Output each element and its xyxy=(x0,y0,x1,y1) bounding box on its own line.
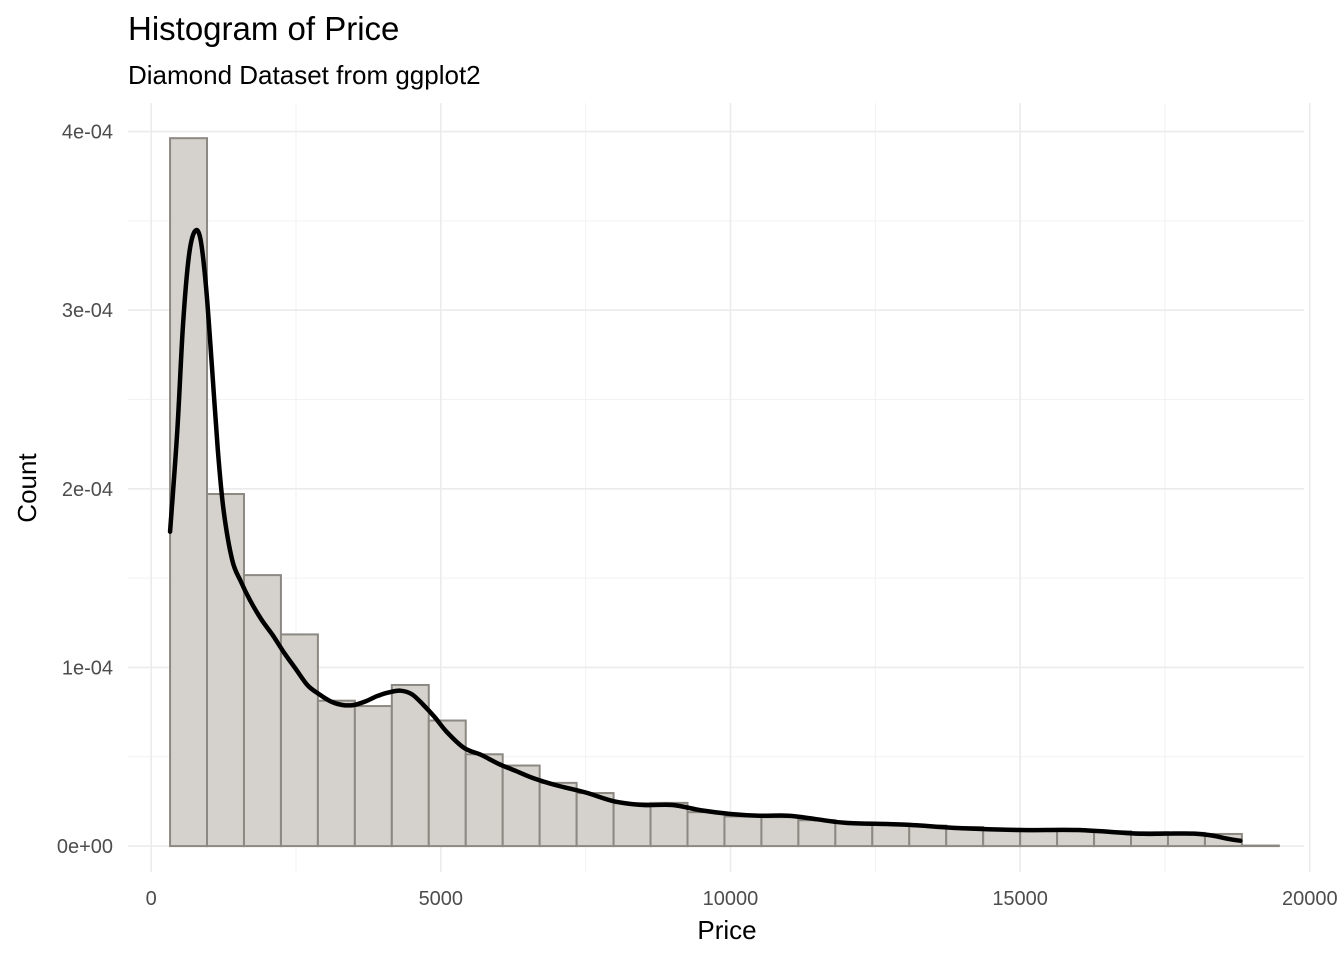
histogram-bar xyxy=(797,819,837,848)
y-axis-tick-labels: 0e+00 1e-04 2e-04 3e-04 4e-04 xyxy=(57,122,113,859)
histogram-bar xyxy=(279,633,319,848)
histogram-bar xyxy=(612,802,652,848)
histogram-bar xyxy=(1240,844,1280,848)
density-curve xyxy=(167,227,1243,843)
y-tick-label: 2e-04 xyxy=(62,479,113,501)
chart-subtitle: Diamond Dataset from ggplot2 xyxy=(128,60,481,90)
x-tick-label: 0 xyxy=(146,888,157,910)
x-tick-label: 20000 xyxy=(1282,888,1338,910)
y-tick-label: 0e+00 xyxy=(57,836,113,858)
histogram-bar xyxy=(242,574,282,848)
histogram-bar xyxy=(723,815,763,848)
histogram-bar xyxy=(538,781,578,848)
x-axis-tick-labels: 0 5000 10000 15000 20000 xyxy=(146,888,1338,910)
y-tick-label: 3e-04 xyxy=(62,300,113,322)
histogram-bar xyxy=(1019,829,1059,848)
histogram-bars xyxy=(169,137,1280,848)
histogram-bar xyxy=(316,699,356,848)
x-axis-title: Price xyxy=(697,915,756,945)
histogram-bar xyxy=(206,493,245,848)
chart-title: Histogram of Price xyxy=(128,10,399,47)
x-tick-label: 15000 xyxy=(992,888,1048,910)
histogram-bar xyxy=(686,811,726,848)
histogram-bar xyxy=(390,683,430,848)
histogram-bar xyxy=(649,801,689,848)
histogram-bar xyxy=(353,705,393,848)
y-tick-label: 1e-04 xyxy=(62,657,113,679)
x-tick-label: 5000 xyxy=(419,888,464,910)
histogram-bar xyxy=(1056,829,1096,848)
x-tick-label: 10000 xyxy=(703,888,759,910)
histogram-bar xyxy=(871,822,911,848)
histogram-bar xyxy=(427,719,467,848)
histogram-bar xyxy=(760,816,800,848)
histogram-bar xyxy=(834,821,874,848)
histogram-bar xyxy=(464,753,504,848)
y-axis-title: Count xyxy=(12,453,42,523)
y-tick-label: 4e-04 xyxy=(62,122,113,144)
